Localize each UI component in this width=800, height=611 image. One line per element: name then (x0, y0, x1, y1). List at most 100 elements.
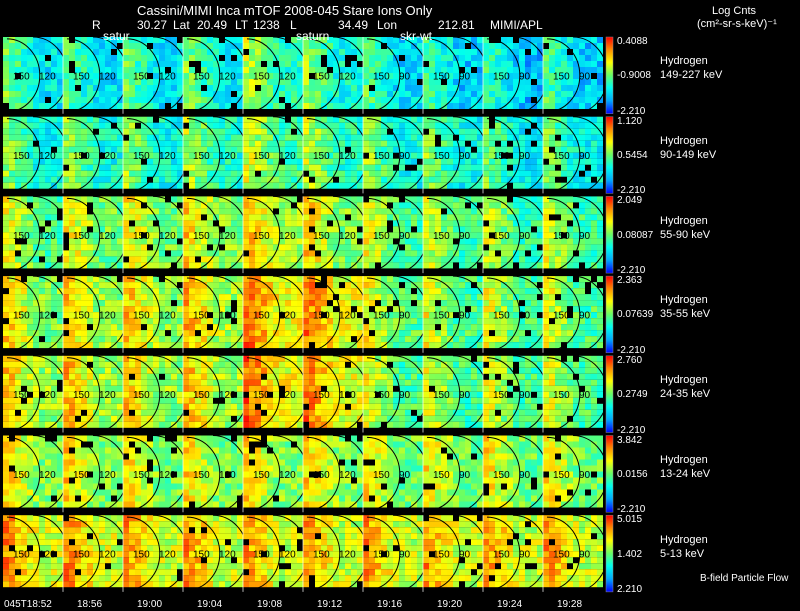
contour-label: 120 (39, 470, 56, 481)
overlay-label-saturn: saturn (296, 30, 329, 43)
contour-label: 90 (399, 71, 411, 82)
colorbar (606, 196, 613, 273)
time-tick-label: 19:00 (137, 598, 162, 611)
colorbar-max-label: 2.049 (617, 194, 642, 207)
position-l-value: 34.49 (338, 19, 368, 32)
time-tick-label: 19:04 (197, 598, 222, 611)
contour-label: 90 (399, 231, 411, 242)
contour-label: 150 (133, 310, 150, 321)
contour-label: 150 (253, 390, 270, 401)
contour-label: 120 (279, 310, 296, 321)
colorbar-mid-label: 0.0156 (617, 468, 648, 481)
contour-label: 150 (13, 310, 30, 321)
contour-label: 150 (493, 470, 510, 481)
colorbar-mid-label: 0.2749 (617, 388, 648, 401)
contour-label: 150 (253, 550, 270, 561)
contour-label: 120 (159, 550, 176, 561)
contour-label: 150 (553, 231, 570, 242)
contour-label: 90 (519, 550, 531, 561)
colorbar-mid-label: 0.5454 (617, 149, 648, 162)
contour-label: 120 (279, 71, 296, 82)
contour-label: 120 (339, 231, 356, 242)
colorbar (606, 356, 613, 433)
contour-label: 150 (493, 390, 510, 401)
contour-label: 150 (493, 71, 510, 82)
time-tick-label: 19:16 (377, 598, 402, 611)
colorbar-mid-label: -0.9008 (617, 69, 651, 82)
contour-label: 120 (219, 470, 236, 481)
colorbar (606, 37, 613, 114)
time-tick-label: 19:08 (257, 598, 282, 611)
contour-label: 150 (373, 310, 390, 321)
energy-label: 149-227 keV (660, 69, 722, 82)
contour-label: 90 (579, 151, 591, 162)
contour-label: 90 (399, 390, 411, 401)
contour-label: 120 (99, 310, 116, 321)
contour-label: 90 (459, 390, 471, 401)
contour-label: 120 (39, 550, 56, 561)
time-tick-label: 18:56 (77, 598, 102, 611)
contour-label: 90 (519, 71, 531, 82)
time-tick-label: 19:24 (497, 598, 522, 611)
species-label: Hydrogen (660, 55, 708, 68)
contour-label: 90 (579, 231, 591, 242)
contour-label: 150 (433, 71, 450, 82)
contour-label: 150 (373, 71, 390, 82)
contour-label: 150 (13, 550, 30, 561)
contour-label: 120 (159, 470, 176, 481)
contour-label: 150 (73, 71, 90, 82)
contour-label: 150 (133, 390, 150, 401)
colorbar-title-line1: Log Cnts (712, 5, 756, 18)
position-lt-label: LT (235, 19, 248, 32)
position-r-label: R (92, 19, 101, 32)
contour-label: 150 (73, 390, 90, 401)
contour-label: 120 (339, 310, 356, 321)
colorbar-max-label: 1.120 (617, 115, 642, 128)
energy-label: 13-24 keV (660, 468, 710, 481)
contour-label: 150 (73, 310, 90, 321)
contour-label: 150 (373, 231, 390, 242)
contour-label: 150 (553, 390, 570, 401)
contour-label: 90 (399, 310, 411, 321)
contour-label: 150 (373, 470, 390, 481)
contour-label: 120 (219, 231, 236, 242)
species-label: Hydrogen (660, 374, 708, 387)
position-r-value: 30.27 (137, 19, 167, 32)
contour-label: 150 (193, 71, 210, 82)
contour-label: 120 (219, 390, 236, 401)
contour-label: 150 (193, 470, 210, 481)
contour-label: 90 (459, 550, 471, 561)
colorbar-mid-label: 0.08087 (617, 229, 653, 242)
position-source: MIMI/APL (490, 19, 543, 32)
contour-label: 150 (433, 550, 450, 561)
overlay-label-skr: skr-wt (400, 30, 432, 43)
position-lat-label: Lat (173, 19, 190, 32)
contour-label: 90 (519, 231, 531, 242)
contour-label: 150 (553, 151, 570, 162)
contour-label: 120 (39, 310, 56, 321)
species-label: Hydrogen (660, 215, 708, 228)
colorbar (606, 436, 613, 513)
contour-label: 150 (13, 71, 30, 82)
contour-label: 120 (339, 470, 356, 481)
colorbar-title-line2: (cm²-sr-s-keV)⁻¹ (697, 18, 777, 31)
contour-label: 150 (313, 151, 330, 162)
contour-label: 150 (493, 151, 510, 162)
species-label: Hydrogen (660, 294, 708, 307)
position-lon-value: 212.81 (438, 19, 475, 32)
contour-label: 90 (579, 310, 591, 321)
colorbar-min-label: 2.210 (617, 583, 642, 596)
contour-label: 150 (313, 550, 330, 561)
contour-label: 150 (553, 310, 570, 321)
contour-label: 90 (519, 470, 531, 481)
contour-label: 150 (493, 310, 510, 321)
contour-label: 120 (279, 231, 296, 242)
contour-label: 120 (279, 470, 296, 481)
species-label: Hydrogen (660, 534, 708, 547)
time-tick-label: 19:12 (317, 598, 342, 611)
contour-label: 120 (99, 151, 116, 162)
contour-label: 150 (313, 71, 330, 82)
contour-label: 120 (159, 71, 176, 82)
contour-label: 90 (579, 550, 591, 561)
colorbar-max-label: 3.842 (617, 434, 642, 447)
